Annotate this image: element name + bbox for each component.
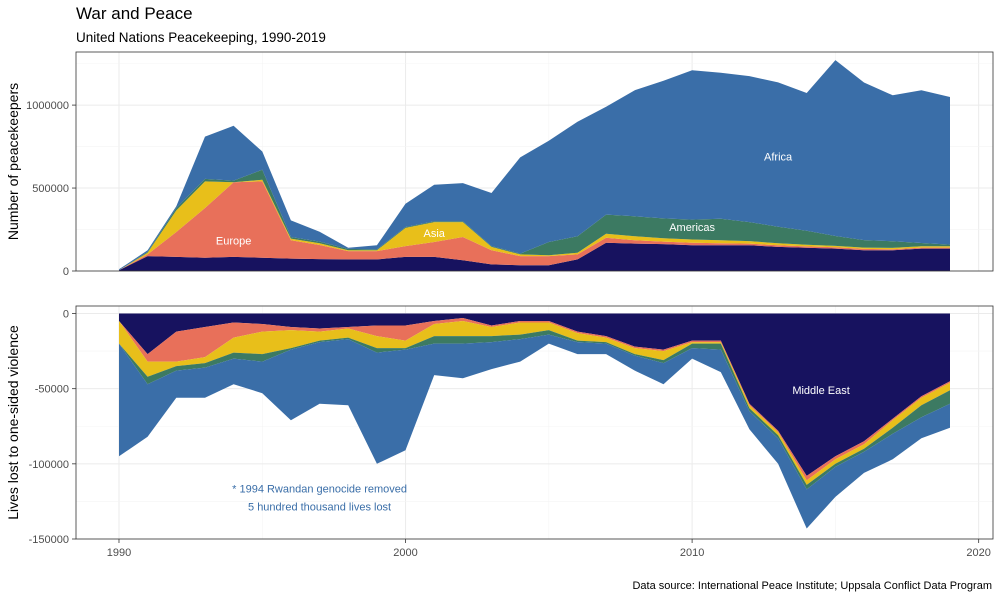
area-asia	[119, 179, 950, 271]
x-tick-label: 2010	[680, 547, 704, 559]
panel-border	[75, 305, 994, 540]
y-tick-label: 1000000	[26, 100, 69, 112]
y-tick-label: 0	[63, 309, 69, 321]
x-tick-label: 2020	[966, 547, 990, 559]
area-africa	[119, 60, 950, 271]
y-tick-label: -100000	[29, 459, 69, 471]
area-middle-east	[119, 313, 950, 476]
note-line-1: * 1994 Rwandan genocide removed	[232, 483, 407, 495]
area-middle-east	[119, 242, 950, 271]
chart-title: War and Peace	[76, 4, 193, 23]
area-europe	[119, 181, 950, 271]
area-europe	[119, 318, 950, 481]
area-africa	[119, 334, 950, 529]
chart-subtitle: United Nations Peacekeeping, 1990-2019	[76, 30, 326, 45]
label-asia: Asia	[424, 228, 446, 240]
y-tick-label: 500000	[32, 183, 69, 195]
label-americas: Americas	[669, 222, 715, 234]
x-tick-label: 1990	[107, 547, 131, 559]
label-middle-east: Middle East	[792, 385, 849, 397]
data-source-caption: Data source: International Peace Institu…	[632, 580, 992, 592]
panel-border	[75, 51, 994, 272]
y-axis-title: Number of peacekeepers	[5, 83, 21, 240]
x-tick-label: 2000	[393, 547, 417, 559]
y-tick-label: 0	[63, 266, 69, 278]
y-tick-label: -50000	[35, 384, 69, 396]
label-africa: Africa	[764, 152, 793, 164]
area-americas	[119, 169, 950, 271]
y-axis-title: Lives lost to one-sided violence	[5, 325, 21, 520]
panel-1: Europe Asia Americas Africa 0 500000 1000000 Nu…	[5, 51, 994, 278]
y-tick-label: -150000	[29, 534, 69, 546]
note-line-2: 5 hundred thousand lives lost	[248, 501, 391, 513]
label-europe: Europe	[216, 235, 251, 247]
panel-2: Middle East * 1994 Rwandan genocide remov…	[5, 305, 994, 559]
